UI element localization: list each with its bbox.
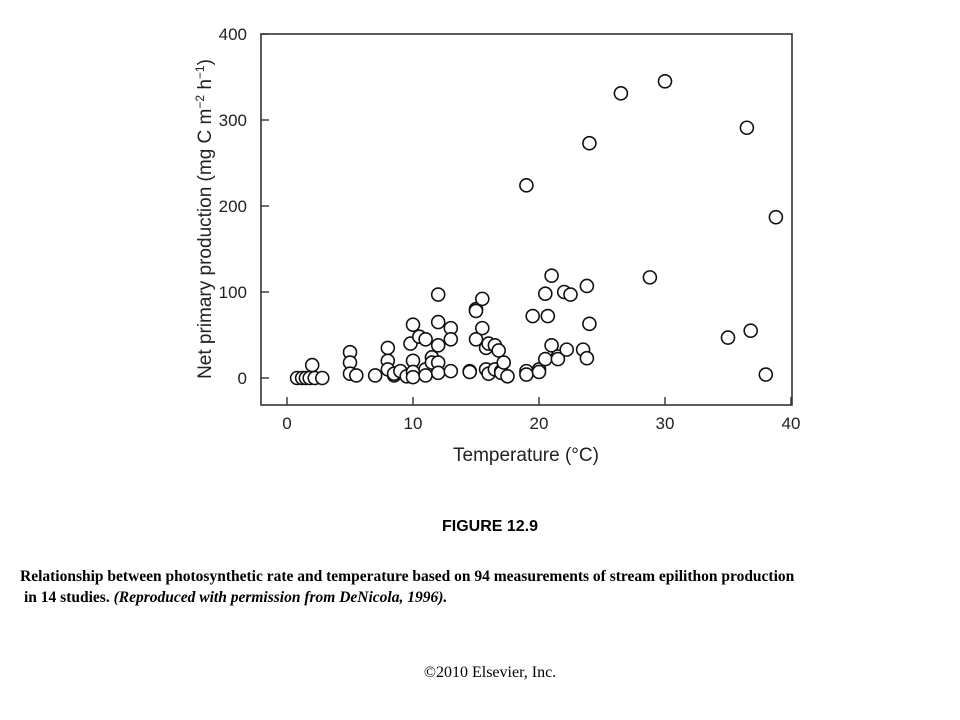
figure-caption: Relationship between photosynthetic rate…: [20, 566, 960, 608]
figure-label: FIGURE 12.9: [441, 518, 539, 535]
x-tick-label: 30: [656, 414, 675, 433]
x-tick-label: 40: [782, 414, 801, 433]
data-point: [579, 350, 595, 366]
y-tick-label: 100: [219, 283, 247, 302]
data-point: [496, 355, 512, 370]
data-point: [579, 278, 595, 294]
data-point: [348, 368, 364, 383]
data-point: [380, 340, 396, 356]
data-point: [525, 308, 541, 324]
data-point: [405, 369, 421, 385]
data-point: [537, 286, 553, 302]
data-point: [314, 370, 330, 386]
data-point: [474, 320, 490, 336]
data-point: [550, 351, 566, 367]
data-point: [367, 368, 383, 383]
data-point: [468, 331, 484, 347]
caption-line-1: Relationship between photosynthetic rate…: [20, 568, 795, 585]
data-point: [430, 338, 446, 353]
data-point: [582, 135, 597, 151]
x-axis-title: Temperature (°C): [453, 445, 599, 466]
data-point: [544, 338, 559, 353]
y-axis-title: Net primary production (mg C m−2 h−1): [193, 59, 216, 379]
data-point: [430, 287, 446, 302]
data-point: [405, 317, 421, 332]
x-tick-label: 0: [282, 414, 291, 433]
data-point: [544, 268, 559, 283]
data-point: [582, 316, 597, 332]
x-tick-label: 10: [404, 414, 423, 433]
caption-text: in 14 studies.: [24, 589, 114, 606]
data-point: [563, 287, 578, 302]
data-point: [519, 178, 534, 193]
data-point: [462, 364, 478, 380]
data-point: [743, 323, 758, 339]
copyright-notice: ©2010 Elsevier, Inc.: [423, 664, 557, 681]
y-tick-label: 300: [219, 111, 247, 130]
data-point: [468, 303, 484, 319]
data-point: [491, 343, 506, 358]
data-point: [430, 314, 446, 330]
data-point: [304, 357, 320, 373]
data-point: [657, 74, 673, 89]
data-point: [613, 86, 629, 101]
caption-line-2: in 14 studies. (Reproduced with permissi…: [20, 587, 960, 608]
data-points: [289, 74, 784, 386]
data-point: [531, 364, 547, 380]
data-point: [739, 120, 755, 136]
data-point: [540, 308, 556, 324]
x-tick-label: 20: [530, 414, 549, 433]
y-tick-label: 400: [219, 25, 247, 44]
data-point: [500, 368, 515, 384]
data-point: [768, 209, 784, 225]
data-point: [418, 368, 433, 383]
data-point: [430, 365, 446, 381]
data-point: [474, 291, 490, 307]
data-point: [443, 331, 459, 347]
data-point: [443, 363, 459, 379]
data-point: [559, 342, 575, 357]
data-point: [758, 367, 774, 382]
data-point: [537, 351, 553, 367]
data-point: [642, 270, 658, 285]
data-point: [418, 331, 433, 347]
y-tick-label: 200: [219, 197, 247, 216]
y-tick-label: 0: [238, 369, 247, 388]
plot-frame: [260, 33, 793, 406]
data-point: [720, 330, 736, 345]
data-point: [519, 367, 534, 382]
caption-citation: (Reproduced with permission from DeNicol…: [113, 589, 448, 606]
